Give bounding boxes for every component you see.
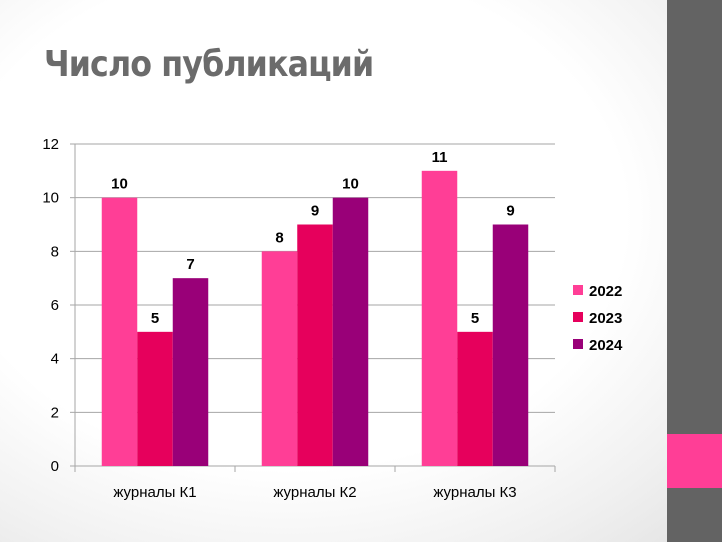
bar-2022-2 bbox=[261, 251, 298, 466]
y-tick-label: 6 bbox=[51, 297, 59, 314]
data-label: 8 bbox=[275, 229, 283, 246]
axes: 0 2 4 6 8 10 12 журналы К1 журналы К2 журналы К3 bbox=[42, 136, 556, 501]
side-accent-block bbox=[667, 434, 722, 488]
x-category-label: журналы К1 bbox=[113, 484, 196, 501]
data-label: 10 bbox=[342, 176, 359, 193]
legend-swatch-2023 bbox=[573, 312, 583, 322]
bar-2022-3 bbox=[421, 170, 458, 467]
bar-2024-3 bbox=[492, 224, 529, 466]
x-category-label: журналы К3 bbox=[433, 484, 516, 501]
x-category-label: журналы К2 bbox=[273, 484, 356, 501]
y-tick-label: 0 bbox=[51, 458, 59, 475]
bar-2023-2 bbox=[297, 224, 333, 466]
legend-label: 2024 bbox=[589, 337, 623, 354]
data-label: 5 bbox=[151, 310, 159, 327]
data-labels: 10 8 11 5 9 5 7 10 9 bbox=[111, 149, 515, 327]
bar-2024-2 bbox=[332, 197, 369, 466]
data-label: 11 bbox=[432, 149, 448, 166]
slide-title: Число публикаций bbox=[44, 44, 374, 85]
data-label: 10 bbox=[111, 176, 128, 193]
data-label: 9 bbox=[506, 203, 514, 220]
y-tick-label: 4 bbox=[51, 351, 59, 368]
data-label: 9 bbox=[311, 203, 319, 220]
bar-2022-1 bbox=[101, 197, 138, 466]
y-tick-label: 8 bbox=[51, 243, 59, 260]
bar-2024-1 bbox=[172, 278, 209, 466]
y-tick-label: 2 bbox=[51, 404, 59, 421]
legend-swatch-2022 bbox=[573, 285, 583, 295]
y-tick-label: 10 bbox=[42, 190, 59, 207]
legend-swatch-2024 bbox=[573, 339, 583, 349]
bar-2023-1 bbox=[137, 331, 173, 466]
y-tick-label: 12 bbox=[42, 136, 59, 153]
bar-2023-3 bbox=[457, 331, 493, 466]
bars bbox=[101, 170, 529, 467]
data-label: 7 bbox=[186, 256, 194, 273]
data-label: 5 bbox=[471, 310, 479, 327]
legend-label: 2022 bbox=[589, 283, 622, 300]
legend-label: 2023 bbox=[589, 310, 622, 327]
legend: 2022 2023 2024 bbox=[573, 283, 623, 354]
